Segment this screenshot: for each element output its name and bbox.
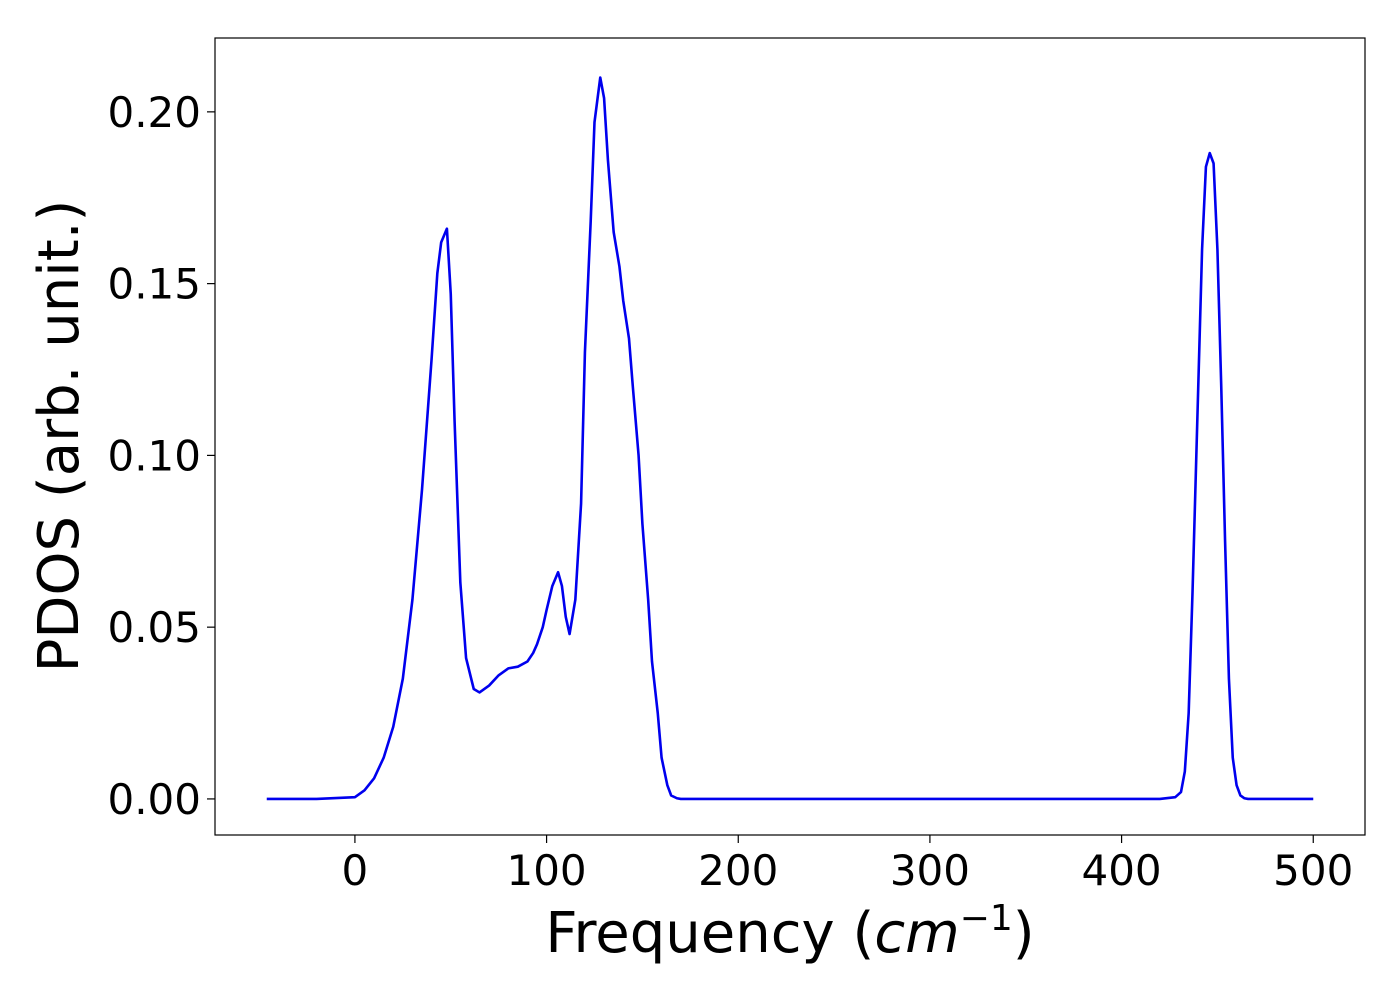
y-tick-label: 0.10	[107, 431, 201, 480]
x-axis-label-suffix: )	[1013, 901, 1035, 966]
y-tick-label: 0.00	[107, 775, 201, 824]
y-tick-label: 0.05	[107, 603, 201, 652]
series-line-0	[266, 76, 1314, 801]
y-axis-label: PDOS (arb. unit.)	[27, 200, 92, 673]
y-axis-ticks: 0.00 0.05 0.10 0.15 0.20	[107, 88, 215, 824]
plot-area-border	[214, 37, 1366, 836]
y-tick-label: 0.15	[107, 260, 201, 309]
x-axis-label-exponent: −1	[960, 898, 1013, 939]
x-tick-label: 500	[1273, 846, 1353, 895]
x-axis-label-unit: cm	[874, 901, 959, 966]
x-axis-label-prefix: Frequency (	[545, 901, 874, 966]
series-layer	[266, 76, 1314, 801]
x-axis-ticks: 0 100 200 300 400 500	[342, 835, 1353, 895]
x-tick-label: 100	[506, 846, 586, 895]
x-tick-label: 400	[1081, 846, 1161, 895]
x-tick-label: 200	[698, 846, 778, 895]
x-axis-label: Frequency (cm−1)	[545, 898, 1034, 966]
x-tick-label: 300	[890, 846, 970, 895]
y-tick-label: 0.20	[107, 88, 201, 137]
x-tick-label: 0	[342, 846, 369, 895]
